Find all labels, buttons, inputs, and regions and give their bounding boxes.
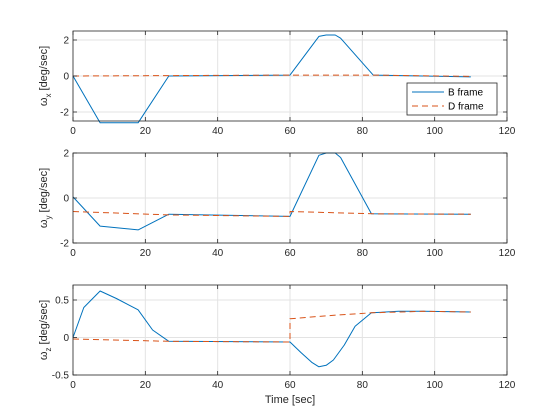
d-frame-series-line (72, 74, 471, 77)
y-tick-label: 0 (63, 194, 69, 205)
x-tick-label: 80 (357, 248, 369, 259)
b-frame-series-line (72, 152, 471, 231)
y-axis-label-subscript: y (44, 216, 53, 220)
y-tick-label: -2 (60, 108, 69, 119)
x-tick-label: 60 (284, 248, 296, 259)
b-frame-series-line (72, 290, 471, 368)
x-tick-label: 60 (284, 126, 296, 137)
legend-b-frame-label: B frame (448, 88, 483, 99)
x-tick-label: 40 (212, 380, 224, 391)
y-tick-label: 2 (63, 36, 69, 47)
y-axis-label-unit: [deg/sec] (38, 168, 50, 216)
x-tick-label: 20 (140, 126, 152, 137)
x-tick-label: 100 (426, 248, 443, 259)
x-tick-label: 40 (212, 126, 224, 137)
y-tick-label: -0.5 (52, 371, 70, 382)
y-axis-label-symbol: ω (38, 97, 50, 106)
x-tick-label: 120 (499, 248, 516, 259)
x-tick-label: 80 (357, 380, 369, 391)
x-tick-label: 120 (499, 126, 516, 137)
x-tick-label: 0 (70, 380, 76, 391)
y-tick-label: 0.5 (55, 296, 69, 307)
d-frame-series-line (72, 211, 471, 217)
y-axis-label: ωy [deg/sec] (38, 168, 53, 228)
d-frame-series-line (72, 310, 471, 343)
y-tick-label: 0 (63, 72, 69, 83)
y-axis-label-symbol: ω (38, 219, 50, 228)
x-tick-label: 60 (284, 380, 296, 391)
x-tick-label: 20 (140, 248, 152, 259)
y-axis-label: ωz [deg/sec] (38, 300, 53, 360)
y-axis-label-symbol: ω (38, 351, 50, 360)
y-axis-label-subscript: x (44, 94, 53, 98)
y-axis-label-unit: [deg/sec] (38, 300, 50, 348)
x-tick-label: 120 (499, 380, 516, 391)
y-axis-label-subscript: z (44, 348, 53, 352)
x-tick-label: 0 (70, 248, 76, 259)
x-tick-label: 100 (426, 380, 443, 391)
x-tick-label: 80 (357, 126, 369, 137)
omega-z-panel: 0 20 40 60 80 100 120-0.500.5ωz [deg/sec]Time … (38, 284, 516, 406)
x-axis-label: Time [sec] (265, 394, 315, 406)
x-tick-label: 40 (212, 248, 224, 259)
y-axis-label: ωx [deg/sec] (38, 46, 53, 106)
x-tick-label: 20 (140, 380, 152, 391)
b-frame-series-line (72, 34, 471, 124)
y-tick-label: 2 (63, 149, 69, 160)
y-tick-label: -2 (60, 239, 69, 250)
y-tick-label: 0 (63, 333, 69, 344)
legend-box (406, 82, 498, 116)
y-axis-label-unit: [deg/sec] (38, 46, 50, 94)
x-tick-label: 0 (70, 126, 76, 137)
legend-d-frame-label: D frame (448, 102, 484, 113)
x-tick-label: 100 (426, 126, 443, 137)
